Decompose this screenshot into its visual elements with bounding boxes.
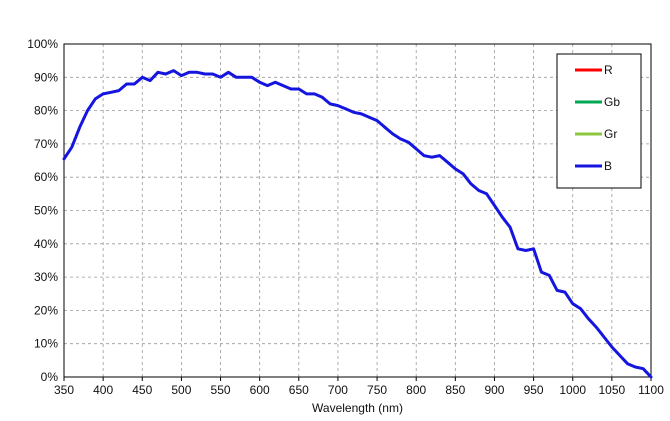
x-tick-label: 900 xyxy=(484,383,504,397)
x-tick-label: 1100 xyxy=(638,383,664,397)
legend-box xyxy=(556,53,642,189)
series-line-b xyxy=(62,69,653,379)
x-tick-label: 500 xyxy=(171,383,191,397)
x-axis-title: Wavelength (nm) xyxy=(312,401,403,415)
plot-frame xyxy=(63,43,652,378)
y-tick-label: 80% xyxy=(34,104,58,118)
axes xyxy=(63,43,652,381)
legend-label-gb: Gb xyxy=(604,95,620,109)
y-tick-label: 30% xyxy=(34,270,58,284)
x-tick-label: 750 xyxy=(367,383,387,397)
x-tick-label: 1050 xyxy=(599,383,626,397)
y-tick-label: 20% xyxy=(34,303,58,317)
x-tick-label: 1000 xyxy=(559,383,586,397)
legend: R Gb Gr B xyxy=(556,53,642,189)
y-tick-label: 40% xyxy=(34,237,58,251)
legend-label-gr: Gr xyxy=(604,127,617,141)
y-tick-label: 100% xyxy=(27,37,58,51)
x-tick-label: 350 xyxy=(54,383,74,397)
y-tick-label: 0% xyxy=(41,370,59,384)
legend-label-b: B xyxy=(604,159,612,173)
x-tick-label: 650 xyxy=(289,383,309,397)
x-tick-label: 800 xyxy=(406,383,426,397)
y-tick-labels: 0% 10% 20% 30% 40% 50% 60% 70% 80% 90% 100% xyxy=(27,37,58,384)
y-tick-label: 60% xyxy=(34,170,58,184)
y-tick-label: 90% xyxy=(34,70,58,84)
x-tick-label: 600 xyxy=(250,383,270,397)
series-lines xyxy=(62,69,653,379)
x-tick-label: 700 xyxy=(328,383,348,397)
x-tick-label: 950 xyxy=(524,383,544,397)
x-tick-label: 400 xyxy=(93,383,113,397)
y-tick-label: 70% xyxy=(34,137,58,151)
x-tick-label: 450 xyxy=(132,383,152,397)
x-tick-label: 550 xyxy=(211,383,231,397)
legend-label-r: R xyxy=(604,63,613,77)
x-tick-label: 850 xyxy=(445,383,465,397)
y-tick-label: 50% xyxy=(34,204,58,218)
y-tick-label: 10% xyxy=(34,337,58,351)
x-tick-labels: 350 400 450 500 550 600 650 700 750 800 850 900 950 1… xyxy=(54,383,664,397)
